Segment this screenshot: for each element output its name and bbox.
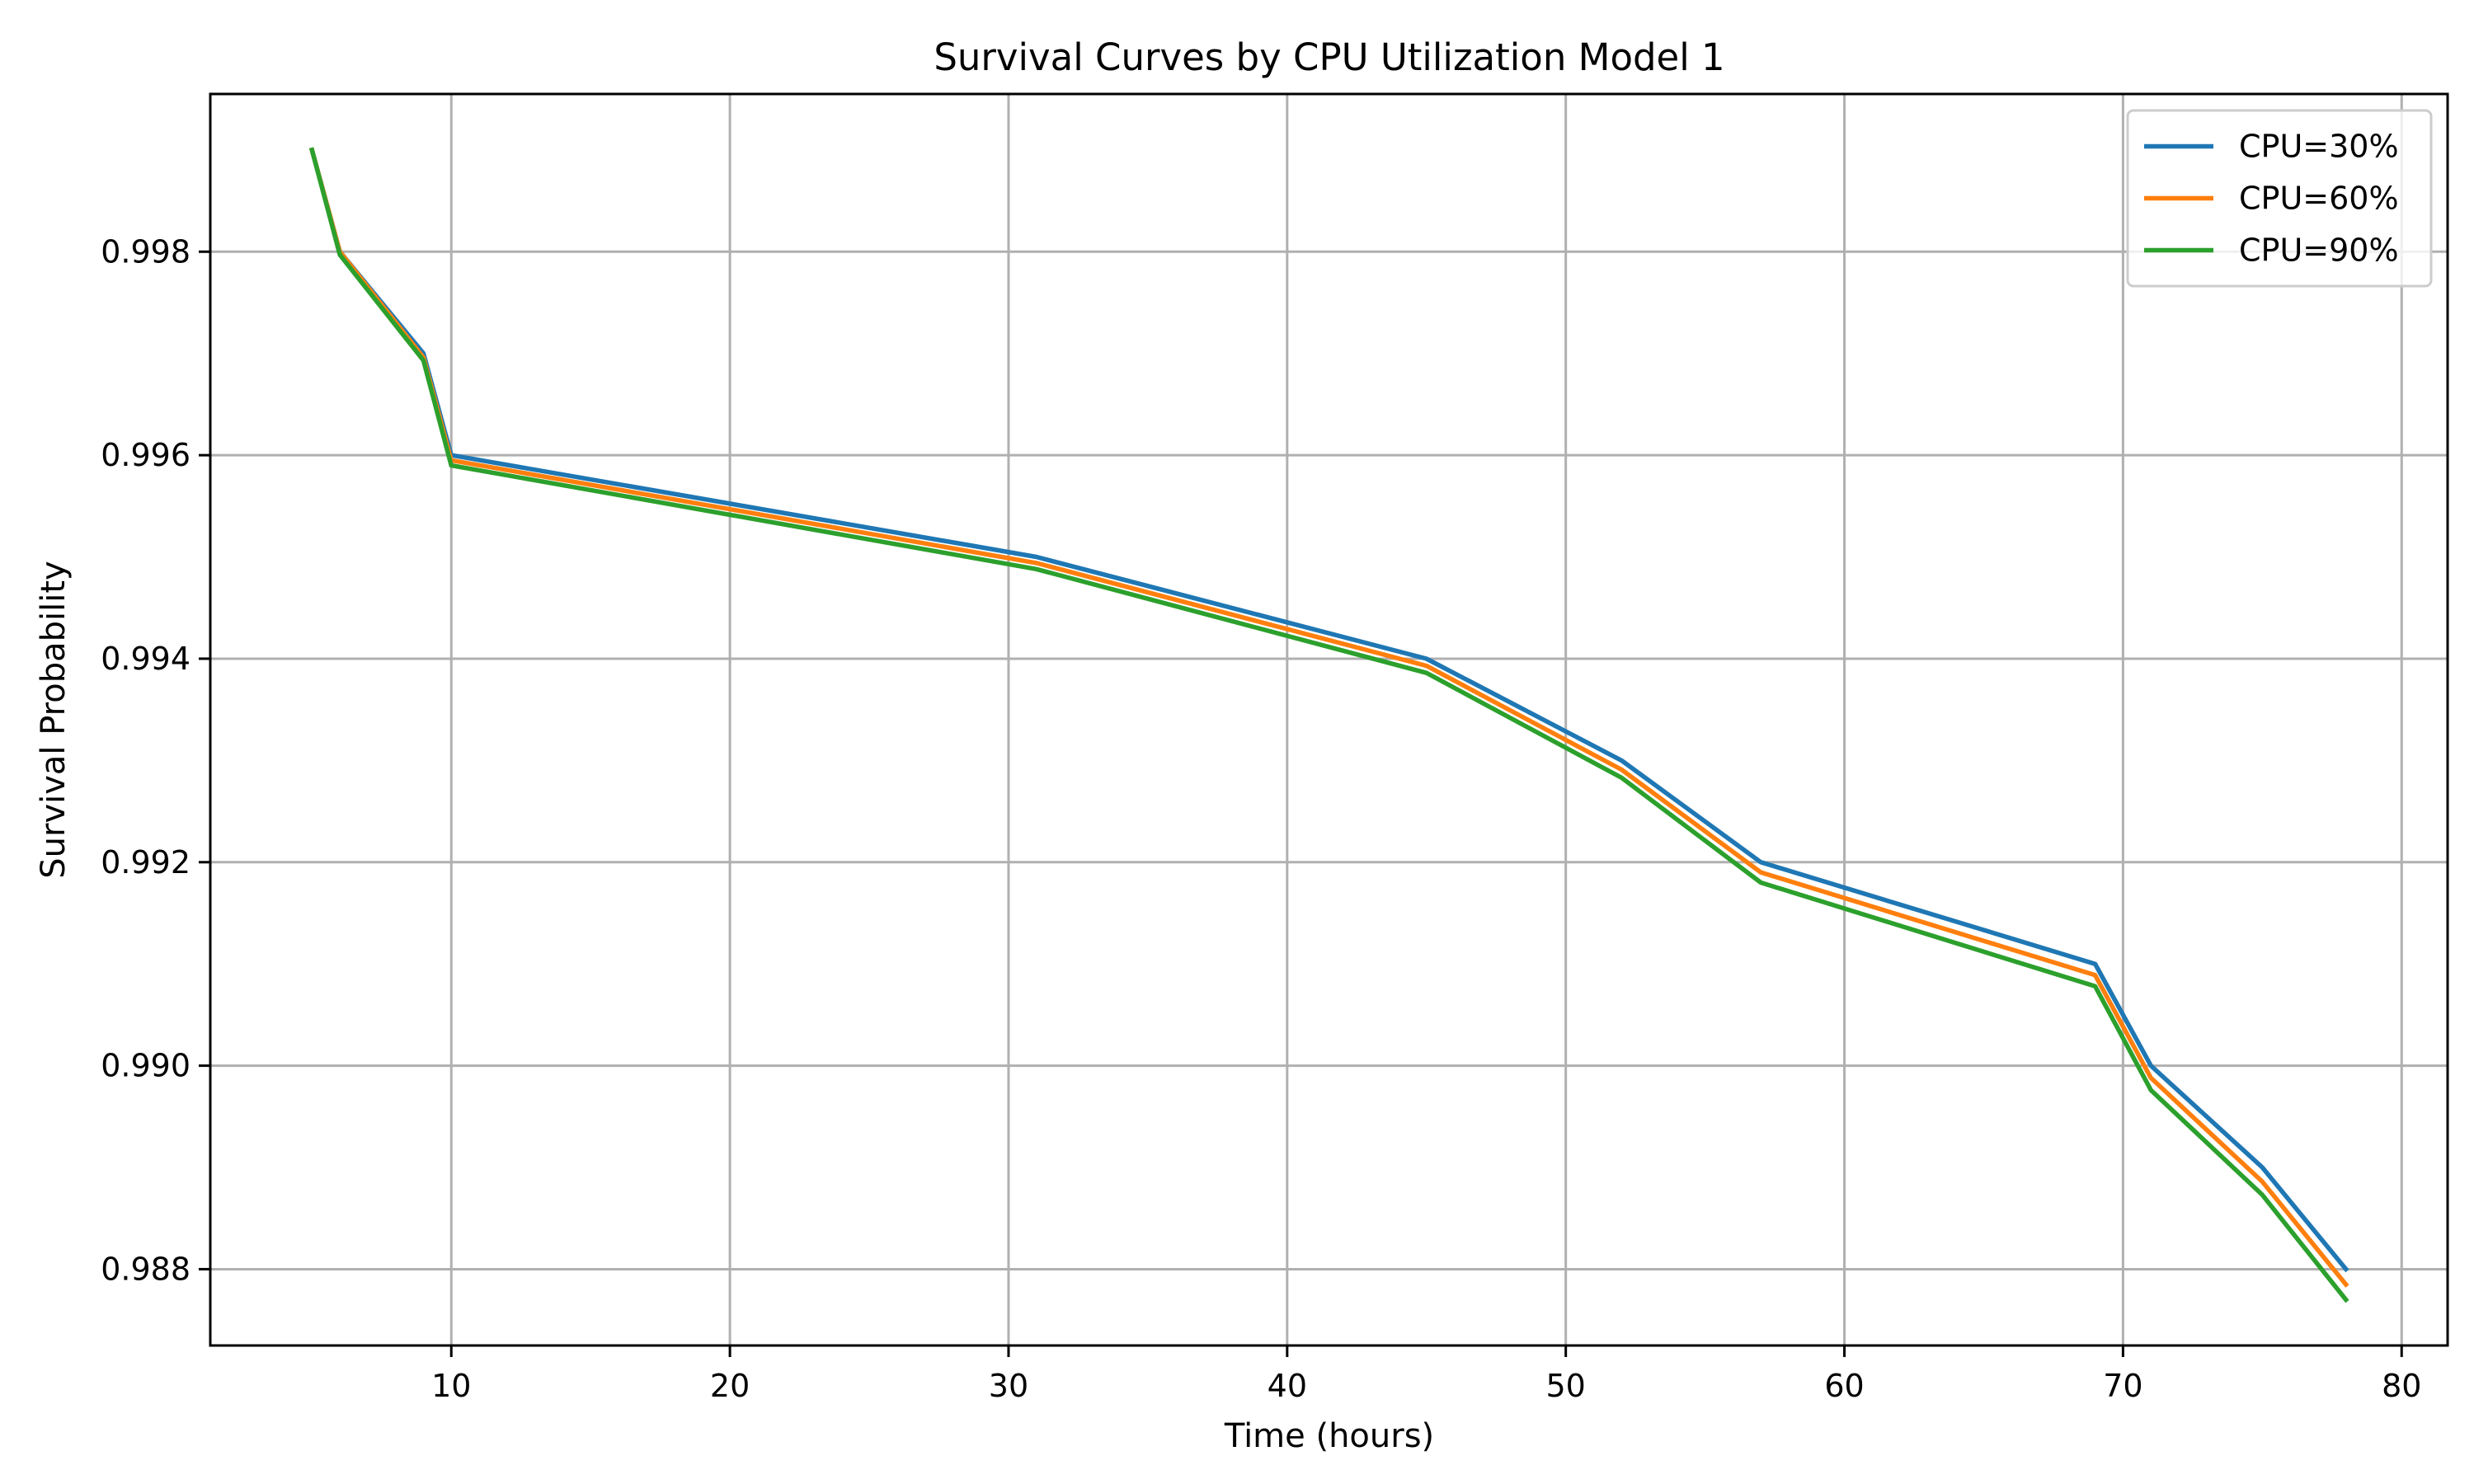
legend-label-2: CPU=60% [2239, 181, 2399, 217]
x-axis-ticks: 10 20 30 40 50 60 70 80 [431, 1345, 2421, 1404]
plot-area-frame [209, 92, 2449, 1347]
series-line-3 [308, 147, 2349, 1303]
chart-title: Survival Curves by CPU Utilization Model… [934, 35, 1724, 79]
legend-box [2126, 109, 2433, 288]
y-tick-label: 0.994 [101, 641, 190, 677]
grid [210, 94, 2448, 1345]
x-tick-label: 10 [431, 1368, 471, 1404]
x-tick-label: 70 [2103, 1368, 2142, 1404]
x-tick-label: 20 [710, 1368, 750, 1404]
y-tick-label: 0.996 [101, 437, 190, 473]
x-axis-label: Time (hours) [1224, 1417, 1434, 1455]
series-line-2 [308, 147, 2349, 1288]
x-tick-label: 60 [1824, 1368, 1864, 1404]
x-tick-label: 50 [1545, 1368, 1585, 1404]
y-axis-label: Survival Probability [35, 561, 73, 878]
y-axis-ticks: 0.988 0.990 0.992 0.994 0.996 0.998 [101, 233, 210, 1287]
series-line-1 [308, 147, 2349, 1273]
y-tick-label: 0.998 [101, 233, 190, 270]
legend: CPU=30% CPU=60% CPU=90% [2126, 109, 2433, 288]
y-tick-label: 0.992 [101, 844, 190, 881]
x-tick-label: 80 [2382, 1368, 2421, 1404]
x-tick-label: 30 [989, 1368, 1028, 1404]
y-tick-label: 0.988 [101, 1251, 190, 1287]
series-layer [308, 147, 2349, 1303]
legend-label-1: CPU=30% [2239, 129, 2399, 165]
y-tick-label: 0.990 [101, 1048, 190, 1084]
legend-label-3: CPU=90% [2239, 232, 2399, 269]
x-tick-label: 40 [1268, 1368, 1307, 1404]
